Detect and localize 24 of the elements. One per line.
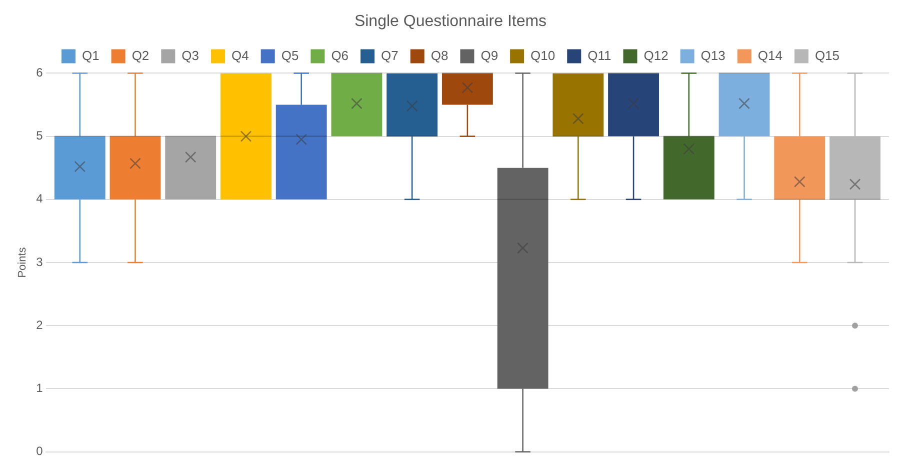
legend-label: Q15 bbox=[814, 48, 840, 63]
legend-label: Q2 bbox=[132, 48, 150, 63]
legend-label: Q3 bbox=[182, 48, 200, 63]
y-tick-label: 5 bbox=[36, 128, 44, 143]
legend-label: Q1 bbox=[82, 48, 100, 63]
legend-label: Q8 bbox=[430, 48, 448, 63]
chart-title: Single Questionnaire Items bbox=[354, 13, 547, 30]
legend-label: Q14 bbox=[758, 48, 782, 63]
y-tick-label: 6 bbox=[36, 66, 44, 80]
y-tick-label: 2 bbox=[36, 318, 44, 332]
legend-label: Q11 bbox=[588, 48, 612, 63]
legend-label: Q13 bbox=[700, 48, 726, 63]
y-tick-label: 3 bbox=[36, 254, 44, 269]
y-axis-title: Points bbox=[16, 246, 29, 278]
legend-label: Q12 bbox=[644, 48, 668, 63]
y-tick-label: 4 bbox=[36, 192, 44, 206]
y-tick-label: 0 bbox=[36, 444, 44, 458]
y-tick-label: 1 bbox=[36, 381, 44, 396]
legend-label: Q9 bbox=[480, 48, 498, 63]
legend-label: Q10 bbox=[530, 48, 556, 63]
legend-label: Q6 bbox=[331, 48, 349, 63]
legend-label: Q4 bbox=[232, 48, 249, 63]
legend-label: Q5 bbox=[281, 48, 299, 63]
legend-label: Q7 bbox=[381, 48, 398, 63]
